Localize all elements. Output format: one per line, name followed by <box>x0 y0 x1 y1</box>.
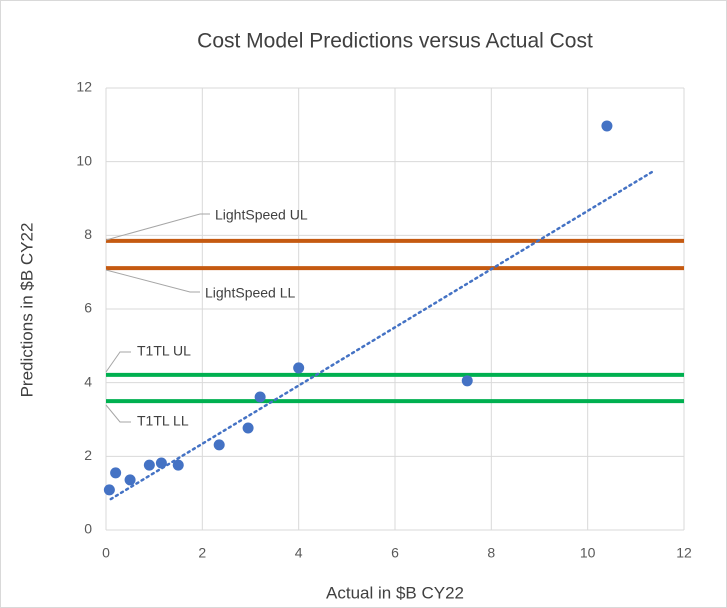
point <box>461 375 473 387</box>
y-tick-label: 2 <box>84 447 92 463</box>
chart-title: Cost Model Predictions versus Actual Cos… <box>197 30 593 53</box>
point <box>213 439 225 451</box>
grid <box>105 87 685 531</box>
y-tick-label: 12 <box>76 79 92 95</box>
x-tick-label: 8 <box>487 545 495 561</box>
y-tick-label: 6 <box>84 300 92 316</box>
point <box>293 362 305 374</box>
x-tick-label: 6 <box>391 545 399 561</box>
point <box>155 457 167 469</box>
y-tick-label: 0 <box>84 521 92 537</box>
point <box>110 467 122 479</box>
x-tick-label: 4 <box>295 545 303 561</box>
annotation: T1TL UL <box>137 343 191 359</box>
y-tick-label: 8 <box>84 226 92 242</box>
annotation: LightSpeed UL <box>215 207 308 223</box>
point <box>124 474 136 486</box>
x-tick-label: 2 <box>198 545 206 561</box>
annotation-leader <box>105 213 210 241</box>
y-tick-label: 10 <box>76 152 92 168</box>
annotation-leader <box>105 351 131 373</box>
annotation: T1TL LL <box>137 413 189 429</box>
point <box>242 422 254 434</box>
y-tick-label: 4 <box>84 373 92 389</box>
x-tick-label: 12 <box>676 545 692 561</box>
point <box>254 391 266 403</box>
point <box>601 120 613 132</box>
point <box>143 459 155 471</box>
x-tick-label: 10 <box>580 545 596 561</box>
trendline <box>109 168 657 501</box>
annotation-leader <box>105 269 200 293</box>
annotation-leader <box>105 404 131 423</box>
point <box>103 484 115 496</box>
y-axis-label: Predictions in $B CY22 <box>17 223 36 398</box>
annotation: LightSpeed LL <box>205 285 296 301</box>
x-tick-label: 0 <box>102 545 110 561</box>
marks <box>103 120 684 501</box>
point <box>172 459 184 471</box>
x-axis-label: Actual in $B CY22 <box>326 583 464 602</box>
